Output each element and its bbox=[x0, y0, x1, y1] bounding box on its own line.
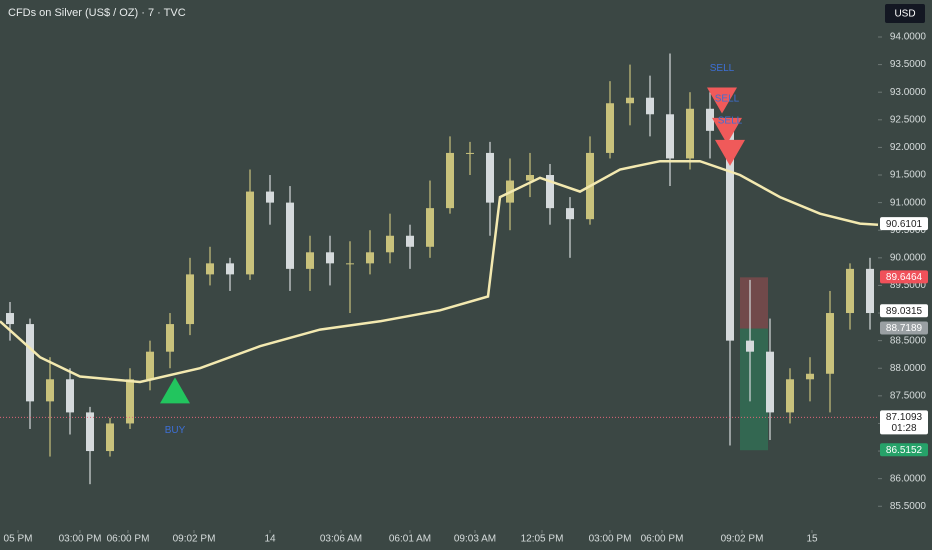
x-tick-label: 09:03 AM bbox=[454, 534, 496, 545]
y-tick-label: 86.0000 bbox=[890, 473, 927, 484]
candle-body bbox=[146, 351, 154, 380]
candle-body bbox=[366, 252, 374, 264]
x-tick-label: 14 bbox=[264, 534, 276, 545]
y-tick-label: 85.5000 bbox=[890, 501, 927, 512]
x-tick-label: 15 bbox=[806, 534, 818, 545]
candle-body bbox=[406, 235, 414, 247]
candle-body bbox=[646, 97, 654, 115]
currency[interactable]: USD bbox=[894, 9, 915, 20]
y-tick-label: 91.0000 bbox=[890, 197, 927, 208]
candle-body bbox=[786, 379, 794, 413]
candle-body bbox=[326, 252, 334, 264]
x-tick-label: 03:06 AM bbox=[320, 534, 362, 545]
currency-box[interactable] bbox=[885, 4, 925, 23]
candle-body bbox=[566, 208, 574, 220]
candle-body bbox=[226, 263, 234, 275]
x-tick-label: 06:00 PM bbox=[641, 534, 684, 545]
y-tick-label: 88.5000 bbox=[890, 335, 927, 346]
x-tick-label: 06:00 PM bbox=[107, 534, 150, 545]
y-tick-label: 92.5000 bbox=[890, 114, 927, 125]
candle-body bbox=[126, 379, 134, 424]
x-tick-label: 03:00 PM bbox=[589, 534, 632, 545]
candle-body bbox=[546, 175, 554, 209]
x-tick-label: 05 PM bbox=[4, 534, 33, 545]
y-tick-label: 92.0000 bbox=[890, 142, 927, 153]
candle-body bbox=[266, 191, 274, 203]
signal-label: SELL bbox=[718, 116, 743, 127]
candle-body bbox=[726, 130, 734, 341]
signal-label: SELL bbox=[715, 93, 740, 104]
candle-body bbox=[346, 263, 354, 265]
y-tick-label: 89.5000 bbox=[890, 280, 927, 291]
signal-label: BUY bbox=[165, 425, 186, 436]
candle-body bbox=[6, 313, 14, 325]
price-tag bbox=[880, 443, 928, 457]
y-tick-label: 91.5000 bbox=[890, 170, 927, 181]
candle-body bbox=[866, 268, 874, 314]
candle-body bbox=[446, 152, 454, 209]
y-tick-label: 90.5000 bbox=[890, 225, 927, 236]
position-stop bbox=[740, 277, 768, 329]
candle-body bbox=[46, 379, 54, 402]
y-tick-label: 87.5000 bbox=[890, 390, 927, 401]
moving-average bbox=[0, 159, 879, 384]
price-tag bbox=[880, 270, 928, 284]
candle-body bbox=[106, 423, 114, 452]
y-tick-label: 93.5000 bbox=[890, 59, 927, 70]
price-tag-label: 87.1093 bbox=[886, 412, 923, 423]
candle-body bbox=[826, 313, 834, 374]
price-tag-label: 86.5152 bbox=[886, 445, 923, 456]
candle-body bbox=[626, 97, 634, 104]
candle-body bbox=[66, 379, 74, 413]
x-tick-label: 09:02 PM bbox=[721, 534, 764, 545]
candle-body bbox=[766, 351, 774, 413]
candle-body bbox=[606, 103, 614, 153]
signal-marker bbox=[707, 87, 737, 114]
price-tag-label: 88.7189 bbox=[886, 323, 923, 334]
candle-body bbox=[706, 108, 714, 131]
x-tick-label: 06:01 AM bbox=[389, 534, 431, 545]
price-tag-label: 90.6101 bbox=[886, 219, 923, 230]
candle-body bbox=[426, 208, 434, 247]
candle-body bbox=[386, 235, 394, 253]
candle-body bbox=[286, 202, 294, 269]
candle-body bbox=[686, 108, 694, 159]
price-tag bbox=[880, 410, 928, 435]
price-tag-label: 89.6464 bbox=[886, 272, 923, 283]
signal-marker bbox=[712, 117, 742, 144]
candle-body bbox=[746, 340, 754, 352]
chart-title: CFDs on Silver (US$ / OZ) · 7 · TVC bbox=[8, 7, 186, 19]
candle-body bbox=[306, 252, 314, 269]
signal-label: SELL bbox=[710, 63, 735, 74]
candle-body bbox=[166, 324, 174, 352]
signal-marker bbox=[715, 139, 745, 166]
countdown: 01:28 bbox=[891, 423, 916, 434]
candle-body bbox=[86, 412, 94, 452]
candle-body bbox=[666, 114, 674, 159]
candle-body bbox=[246, 191, 254, 275]
x-tick-label: 09:02 PM bbox=[173, 534, 216, 545]
signal-marker bbox=[160, 377, 190, 404]
y-tick-label: 94.0000 bbox=[890, 32, 927, 43]
candle-body bbox=[206, 263, 214, 275]
price-tag bbox=[880, 321, 928, 335]
price-tag bbox=[880, 217, 928, 231]
x-tick-label: 12:05 PM bbox=[521, 534, 564, 545]
y-tick-label: 93.0000 bbox=[890, 87, 927, 98]
price-tag-label: 89.0315 bbox=[886, 306, 923, 317]
candle-body bbox=[466, 152, 474, 154]
candle-body bbox=[486, 152, 494, 203]
y-tick-label: 88.0000 bbox=[890, 363, 927, 374]
candle-body bbox=[26, 324, 34, 402]
candle-body bbox=[526, 175, 534, 181]
candle-body bbox=[846, 268, 854, 314]
y-tick-label: 90.0000 bbox=[890, 252, 927, 263]
candle-body bbox=[186, 274, 194, 325]
candle-body bbox=[806, 373, 814, 380]
x-tick-label: 03:00 PM bbox=[59, 534, 102, 545]
price-tag bbox=[880, 304, 928, 318]
